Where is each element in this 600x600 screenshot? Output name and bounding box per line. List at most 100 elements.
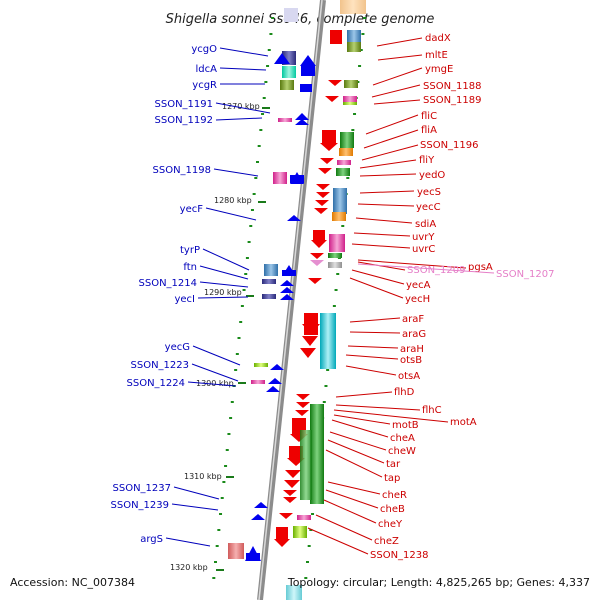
gene-label[interactable]: ycgO [191,44,217,55]
strand-arrow [316,184,330,190]
gene-block [347,42,361,52]
strand-arrow [280,294,294,300]
right-gene-labels: dadX mltE ymgE SSON_1188 SSON_1189 fliC … [370,33,493,561]
gene-label[interactable]: ftn [183,262,197,273]
gene-block [282,270,296,276]
strand-arrow [280,280,294,286]
gene-block [290,175,304,183]
gene-label[interactable]: yecI [174,294,195,305]
gene-label[interactable]: tap [384,473,400,484]
forward-genes [228,51,316,561]
gene-label[interactable]: SSON_1188 [423,81,482,92]
gene-label[interactable]: dadX [425,33,451,44]
gene-SSON_1239 [251,514,265,520]
gene-cheA [310,404,324,504]
gene-label[interactable]: araF [402,314,424,325]
gene-label[interactable]: SSON_1223 [131,360,190,371]
gene-label[interactable]: cheA [390,433,415,444]
strand-arrow [314,208,328,214]
gene-label[interactable]: yecA [406,280,431,291]
kbp-tick-label: 1290 kbp [204,288,242,297]
strand-arrow [285,470,301,478]
gene-tyrP [264,264,278,276]
gene-label[interactable]: cheW [388,446,416,457]
gene-label[interactable]: ymgE [425,64,453,75]
gene-mltE [347,30,361,44]
gene-block [293,526,307,538]
gene-label[interactable]: fliA [421,125,437,136]
gene-label[interactable]: yecC [416,202,441,213]
gene-label[interactable]: ldcA [196,64,218,75]
left-gene-labels: ycgO ldcA ycgR SSON_1191 SSON_1192 SSON_… [111,44,218,545]
gene-argS [228,543,244,559]
strand-arrow [316,192,330,198]
gene-label[interactable]: mltE [425,50,448,61]
gene-uvrY [329,234,345,252]
gene-label[interactable]: flhC [422,405,442,416]
gene-label[interactable]: araH [400,344,424,355]
gene-SSON_1196 [339,148,353,156]
strand-arrow [302,324,320,334]
gene-label[interactable]: yecH [405,294,430,305]
gene-label[interactable]: SSON_1224 [127,378,186,389]
kbp-tick-label: 1320 kbp [170,563,208,572]
gene-fliC [322,130,336,144]
accession-text: Accession: NC_007384 [10,576,135,589]
gene-label[interactable]: tyrP [180,245,200,256]
kbp-tick-label: 1270 kbp [222,102,260,111]
gene-label[interactable]: ycgR [192,80,217,91]
gene-label[interactable]: araG [402,329,426,340]
strand-arrow [274,539,290,547]
gene-label[interactable]: sdiA [415,219,436,230]
gene-label[interactable]: SSON_1207 [496,269,555,280]
gene-label[interactable]: yedO [419,170,445,181]
kbp-tick-label: 1280 kbp [214,196,252,205]
gene-label[interactable]: SSON_1196 [420,140,479,151]
gene-label[interactable]: uvrY [412,232,435,243]
strand-arrow [295,410,309,416]
gene-label[interactable]: SSON_1198 [153,165,212,176]
gene-label[interactable]: SSON_1238 [370,550,429,561]
gene-label[interactable]: cheR [382,490,407,501]
gene-label[interactable]: cheB [380,504,405,515]
gene-label[interactable]: pgsA [468,262,493,273]
gene-label[interactable]: SSON_1191 [155,99,214,110]
gene-label[interactable]: yecF [180,204,204,215]
gene-label[interactable]: motA [450,417,477,428]
gene-yedO [336,168,350,176]
gene-SSON_1238 [276,527,288,541]
gene-label[interactable]: SSON_1214 [139,278,198,289]
summary-text: Topology: circular; Length: 4,825,265 bp… [287,576,590,589]
strand-arrow [284,480,300,488]
gene-label[interactable]: otsB [400,355,422,366]
gene-label[interactable]: SSON_1209 [407,265,466,276]
gene-ycgR [280,80,294,90]
gene-label[interactable]: fliC [421,111,437,122]
gene-yecS [333,188,347,214]
strand-arrow [270,364,284,370]
gene-label[interactable]: otsA [398,371,420,382]
gene-block [246,553,260,561]
gene-label[interactable]: SSON_1239 [111,500,170,511]
gene-label[interactable]: yecS [417,187,441,198]
strand-arrow [283,497,297,503]
gene-label[interactable]: cheY [378,519,403,530]
gene-label[interactable]: flhD [394,387,415,398]
gene-label[interactable]: tar [386,459,401,470]
gene-flhD [296,394,310,400]
strand-arrow [295,113,309,120]
gene-yecF [287,215,301,221]
gene-tar [300,430,312,500]
gene-label[interactable]: motB [392,420,419,431]
gene-label[interactable]: uvrC [412,244,435,255]
gene-label[interactable]: SSON_1189 [423,95,482,106]
gene-ldcA [282,66,296,78]
gene-SSON_1214 [262,294,276,299]
gene-label[interactable]: cheZ [374,536,399,547]
gene-label[interactable]: yecG [165,342,190,353]
gene-label[interactable]: SSON_1192 [155,115,214,126]
gene-label[interactable]: fliY [419,155,435,166]
strand-arrow [325,96,339,102]
gene-label[interactable]: SSON_1237 [113,483,172,494]
gene-label[interactable]: argS [140,534,163,545]
